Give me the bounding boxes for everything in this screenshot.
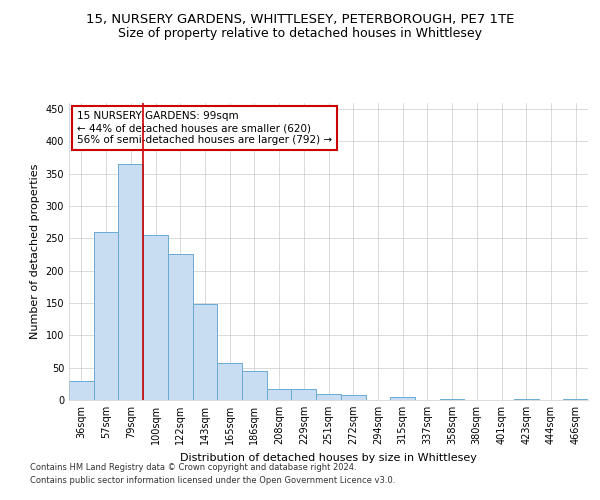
Bar — [168, 254, 193, 400]
Bar — [316, 394, 341, 400]
Text: Contains HM Land Registry data © Crown copyright and database right 2024.: Contains HM Land Registry data © Crown c… — [30, 462, 356, 471]
X-axis label: Distribution of detached houses by size in Whittlesey: Distribution of detached houses by size … — [180, 452, 477, 462]
Bar — [69, 380, 94, 400]
Bar — [563, 398, 588, 400]
Text: Contains public sector information licensed under the Open Government Licence v3: Contains public sector information licen… — [30, 476, 395, 485]
Bar — [514, 398, 539, 400]
Bar — [390, 397, 415, 400]
Text: 15, NURSERY GARDENS, WHITTLESEY, PETERBOROUGH, PE7 1TE: 15, NURSERY GARDENS, WHITTLESEY, PETERBO… — [86, 12, 514, 26]
Bar — [341, 396, 365, 400]
Text: Size of property relative to detached houses in Whittlesey: Size of property relative to detached ho… — [118, 28, 482, 40]
Y-axis label: Number of detached properties: Number of detached properties — [30, 164, 40, 339]
Bar — [217, 363, 242, 400]
Bar — [193, 304, 217, 400]
Bar — [440, 398, 464, 400]
Bar — [118, 164, 143, 400]
Bar — [143, 235, 168, 400]
Bar — [242, 371, 267, 400]
Bar — [94, 232, 118, 400]
Bar — [267, 389, 292, 400]
Text: 15 NURSERY GARDENS: 99sqm
← 44% of detached houses are smaller (620)
56% of semi: 15 NURSERY GARDENS: 99sqm ← 44% of detac… — [77, 112, 332, 144]
Bar — [292, 389, 316, 400]
